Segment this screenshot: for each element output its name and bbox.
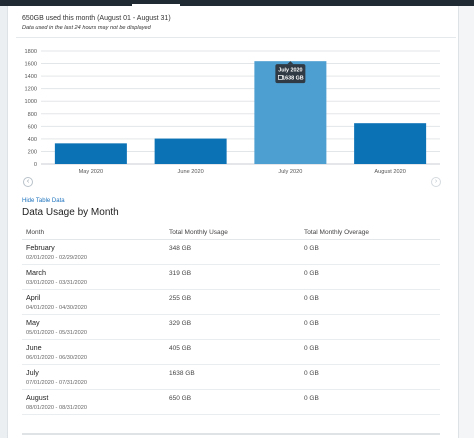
month-cell: May 05/01/2020 - 05/31/2020 [22,314,165,340]
column-header-usage: Total Monthly Usage [165,226,300,240]
table-row: April 04/01/2020 - 04/30/2020 255 GB 0 GB [22,289,440,315]
column-header-month: Month [22,226,165,240]
overage-cell: 0 GB [300,239,440,265]
y-tick-label: 1800 [25,49,37,55]
y-tick-label: 1200 [25,87,37,93]
overage-cell: 0 GB [300,314,440,340]
section-title: Data Usage by Month [22,207,119,218]
usage-cell: 650 GB [165,389,300,415]
table-row: August 08/01/2020 - 08/31/2020 650 GB 0 GB [22,389,440,415]
calendar-icon [278,75,283,80]
chart-next-button[interactable]: › [431,177,441,187]
month-date-range: 04/01/2020 - 04/30/2020 [26,305,87,311]
bar[interactable] [154,138,227,164]
overage-value: 0 GB [304,295,319,302]
table-header-row: Month Total Monthly Usage Total Monthly … [22,226,440,240]
tooltip-value: 1638 GB [282,75,304,81]
usage-cell: 348 GB [165,239,300,265]
usage-cell: 405 GB [165,339,300,365]
overage-cell: 0 GB [300,289,440,315]
chart-previous-button[interactable]: ‹ [23,177,33,187]
active-tab-indicator [132,4,180,6]
table-row: July 07/01/2020 - 07/31/2020 1638 GB 0 GB [22,364,440,390]
y-tick-label: 1600 [25,62,37,68]
y-tick-label: 400 [28,137,37,143]
usage-cell: 1638 GB [165,364,300,390]
month-cell: August 08/01/2020 - 08/31/2020 [22,389,165,415]
x-tick-label: July 2020 [278,169,302,175]
usage-summary: 650GB used this month (August 01 - Augus… [22,15,171,22]
month-name: March [26,268,46,277]
chevron-right-icon: › [434,178,438,185]
usage-value: 1638 GB [169,370,195,377]
month-date-range: 07/01/2020 - 07/31/2020 [26,380,87,386]
month-name: April [26,293,41,302]
overage-value: 0 GB [304,320,319,327]
month-date-range: 05/01/2020 - 05/31/2020 [26,330,87,336]
month-name: June [26,343,42,352]
header-divider [16,37,456,38]
usage-note: Data used in the last 24 hours may not b… [22,25,151,31]
chevron-left-icon: ‹ [26,178,30,185]
month-name: February [26,243,55,252]
usage-value: 348 GB [169,245,192,252]
month-date-range: 08/01/2020 - 08/31/2020 [26,405,87,411]
month-date-range: 02/01/2020 - 02/29/2020 [26,255,87,261]
overage-value: 0 GB [304,395,319,402]
month-date-range: 03/01/2020 - 03/31/2020 [26,280,87,286]
bar[interactable] [54,143,127,164]
month-cell: July 07/01/2020 - 07/31/2020 [22,364,165,390]
month-cell: February 02/01/2020 - 02/29/2020 [22,239,165,265]
right-scrollbar-track[interactable] [458,6,474,438]
overage-value: 0 GB [304,245,319,252]
y-tick-label: 600 [28,124,37,130]
tooltip [275,64,306,84]
y-tick-label: 1000 [25,99,37,105]
month-cell: June 06/01/2020 - 06/30/2020 [22,339,165,365]
tooltip-pointer [287,61,294,65]
usage-value: 319 GB [169,270,192,277]
overage-cell: 0 GB [300,389,440,415]
usage-value: 650 GB [169,395,192,402]
month-cell: March 03/01/2020 - 03/31/2020 [22,264,165,290]
y-tick-label: 200 [28,149,37,155]
overage-cell: 0 GB [300,264,440,290]
usage-value: 405 GB [169,345,192,352]
table-row: June 06/01/2020 - 06/30/2020 405 GB 0 GB [22,339,440,365]
x-tick-label: August 2020 [374,169,405,175]
table-row: February 02/01/2020 - 02/29/2020 348 GB 0 G… [22,239,440,265]
column-header-overage: Total Monthly Overage [300,226,440,240]
usage-cell: 319 GB [165,264,300,290]
usage-bar-chart: 0 200 400 600 800 1000 1200 1400 1600 1800 May 202… [25,49,440,175]
usage-cell: 255 GB [165,289,300,315]
y-tick-label: 1400 [25,74,37,80]
overage-value: 0 GB [304,345,319,352]
bar[interactable] [354,123,427,164]
month-cell: April 04/01/2020 - 04/30/2020 [22,289,165,315]
top-navigation-bar [0,0,474,6]
overage-value: 0 GB [304,370,319,377]
overage-value: 0 GB [304,270,319,277]
x-tick-label: May 2020 [79,169,104,175]
usage-value: 255 GB [169,295,192,302]
y-tick-label: 800 [28,112,37,118]
table-row: May 05/01/2020 - 05/31/2020 329 GB 0 GB [22,314,440,340]
hide-table-data-link[interactable]: Hide Table Data [22,198,65,204]
table-row: March 03/01/2020 - 03/31/2020 319 GB 0 GB [22,264,440,290]
overage-cell: 0 GB [300,364,440,390]
usage-table: Month Total Monthly Usage Total Monthly … [22,226,440,415]
month-name: May [26,318,40,327]
usage-cell: 329 GB [165,314,300,340]
x-tick-label: June 2020 [178,169,204,175]
month-name: July [26,368,39,377]
month-name: August [26,393,49,402]
overage-cell: 0 GB [300,339,440,365]
left-panel-edge [0,6,8,438]
month-date-range: 06/01/2020 - 06/30/2020 [26,355,87,361]
y-tick-label: 0 [34,162,37,168]
tooltip-title: July 2020 [278,68,302,74]
usage-value: 329 GB [169,320,192,327]
footer-divider [22,433,440,435]
